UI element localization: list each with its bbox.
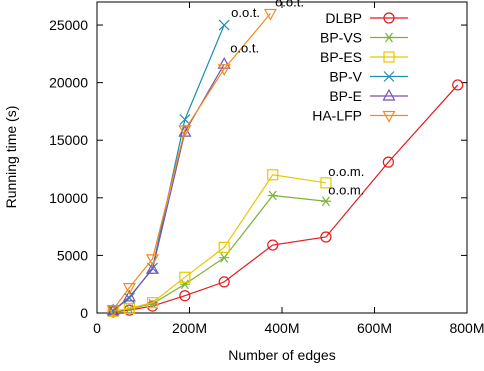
data-point: [320, 177, 332, 189]
series-line: [112, 24, 225, 312]
data-point: [123, 302, 135, 314]
data-point: [145, 261, 160, 274]
data-point: [218, 276, 230, 288]
legend-item: BP-VS: [320, 30, 408, 46]
legend-item: BP-E: [329, 88, 408, 104]
data-point: [263, 8, 277, 21]
data-point: [267, 239, 279, 251]
data-point: [383, 71, 395, 82]
legend-label: HA-LFP: [312, 108, 362, 124]
data-point: [219, 252, 230, 263]
data-point: [382, 88, 396, 101]
data-point: [383, 51, 395, 63]
annotation-label: o.o.t.: [275, 0, 304, 10]
x-axis-title: Number of edges: [228, 347, 335, 363]
data-point: [122, 289, 136, 302]
annotations: o.o.t. o.o.t. o.o.t. o.o.m. o.o.m.: [230, 0, 364, 197]
y-tick-label: 20000: [49, 75, 88, 91]
x-tick-label: 800M: [449, 320, 484, 336]
series-bp-v: [107, 19, 230, 317]
legend-item: BP-ES: [320, 49, 408, 65]
y-tick-label: 10000: [49, 190, 88, 206]
y-tick-label: 15000: [49, 132, 88, 148]
data-point: [267, 190, 278, 201]
series-bp-vs: [108, 190, 331, 317]
legend-label: BP-VS: [320, 30, 362, 46]
data-point: [382, 156, 394, 168]
data-point: [267, 169, 279, 181]
annotation-label: o.o.t.: [230, 41, 259, 56]
annotation-label: o.o.t.: [231, 5, 260, 20]
data-point: [384, 32, 394, 43]
series-bp-es: [107, 169, 332, 317]
axis-ticks: 0 200M 400M 600M 800M 0 5000 10000 15000 20000 250…: [49, 2, 484, 336]
legend: DLBP BP-VS BP-ES BP-V BP-E HA-LFP: [312, 10, 408, 124]
series-layer: [106, 8, 464, 318]
legend-label: DLBP: [325, 10, 362, 26]
data-point: [179, 114, 191, 125]
series-line: [113, 194, 327, 312]
legend-item: HA-LFP: [312, 108, 408, 124]
data-point: [179, 290, 191, 302]
x-tick-label: 600M: [357, 320, 392, 336]
data-point: [320, 231, 332, 243]
series-bp-e: [106, 56, 231, 316]
data-point: [218, 19, 230, 31]
data-point: [179, 271, 191, 283]
data-point: [178, 125, 192, 138]
data-point: [320, 196, 331, 207]
y-tick-label: 0: [80, 305, 88, 321]
legend-label: BP-V: [329, 69, 362, 85]
data-point: [218, 241, 230, 253]
series-ha-lfp: [106, 8, 277, 317]
legend-item: DLBP: [325, 10, 408, 26]
series-line: [112, 13, 271, 310]
x-tick-label: 0: [93, 320, 101, 336]
legend-label: BP-E: [329, 88, 362, 104]
legend-item: BP-V: [329, 69, 408, 85]
data-point: [146, 297, 159, 309]
annotation-label: o.o.m.: [328, 182, 364, 197]
series-line: [113, 174, 327, 312]
y-axis-title: Running time (s): [3, 106, 19, 209]
series-dlbp: [107, 79, 464, 318]
x-tick-label: 200M: [172, 320, 207, 336]
data-point: [179, 279, 190, 290]
legend-label: BP-ES: [320, 49, 362, 65]
data-point: [145, 254, 160, 267]
data-point: [383, 12, 395, 24]
series-line: [112, 63, 225, 312]
series-line: [113, 84, 459, 313]
annotation-label: o.o.m.: [328, 164, 364, 179]
data-point: [382, 110, 396, 123]
x-tick-label: 400M: [264, 320, 299, 336]
data-point: [217, 64, 231, 77]
data-point: [106, 304, 120, 317]
y-tick-label: 5000: [57, 247, 88, 263]
data-point: [452, 79, 464, 91]
data-point: [122, 283, 136, 295]
y-tick-label: 25000: [49, 17, 88, 33]
